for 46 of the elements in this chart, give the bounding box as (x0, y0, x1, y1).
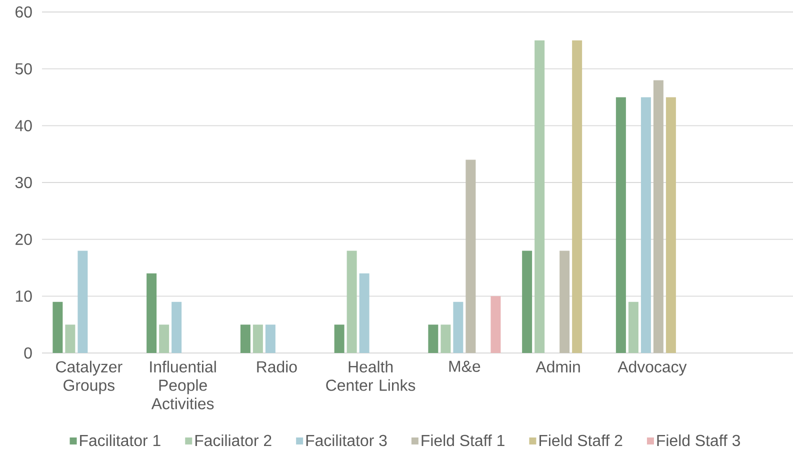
bar (172, 302, 182, 353)
bar (653, 80, 664, 353)
legend-label: Faciliator 2 (195, 434, 272, 446)
bar (440, 324, 451, 353)
y-tick-label: 40 (15, 120, 32, 132)
bar (640, 97, 651, 353)
legend-label: Facilitator 3 (306, 434, 387, 446)
bar (628, 302, 638, 353)
legend-label: Facilitator 1 (80, 434, 160, 446)
y-tick-label: 60 (16, 6, 32, 18)
y-tick-label: 10 (16, 290, 32, 302)
bar (466, 160, 476, 353)
bar (490, 296, 501, 353)
bar (560, 250, 570, 353)
bar (78, 250, 88, 353)
bar (252, 324, 263, 353)
legend-label: Field Staff 1 (422, 434, 504, 446)
bar (146, 273, 157, 353)
bar (428, 324, 438, 353)
y-tick-label: 0 (24, 347, 32, 359)
bar (453, 302, 464, 353)
legend-label: Field Staff 3 (657, 434, 740, 446)
x-tick-label: Radio (257, 360, 297, 372)
x-tick-label: Catalyzer Groups (56, 360, 122, 394)
bar (240, 324, 250, 353)
x-tick-label: Health Center Links (326, 360, 416, 391)
y-tick-label: 50 (15, 63, 32, 74)
bar (572, 40, 582, 353)
y-tick-label: 30 (15, 176, 32, 188)
bar (334, 324, 344, 353)
x-tick-label: Admin (536, 360, 580, 372)
bar (616, 97, 626, 353)
bar (65, 324, 76, 353)
bar (534, 40, 545, 353)
legend-label: Field Staff 2 (540, 434, 622, 446)
bar (52, 302, 63, 353)
x-tick-label: M&e (449, 360, 480, 372)
x-tick-label: Advocacy (618, 360, 687, 376)
bar (346, 250, 357, 353)
y-tick-label: 20 (16, 234, 32, 245)
bar (359, 273, 370, 353)
bar (265, 324, 276, 353)
x-tick-label: Influential People Activities (150, 360, 216, 410)
bar (159, 324, 170, 353)
bar (666, 97, 676, 353)
bar (522, 250, 532, 353)
